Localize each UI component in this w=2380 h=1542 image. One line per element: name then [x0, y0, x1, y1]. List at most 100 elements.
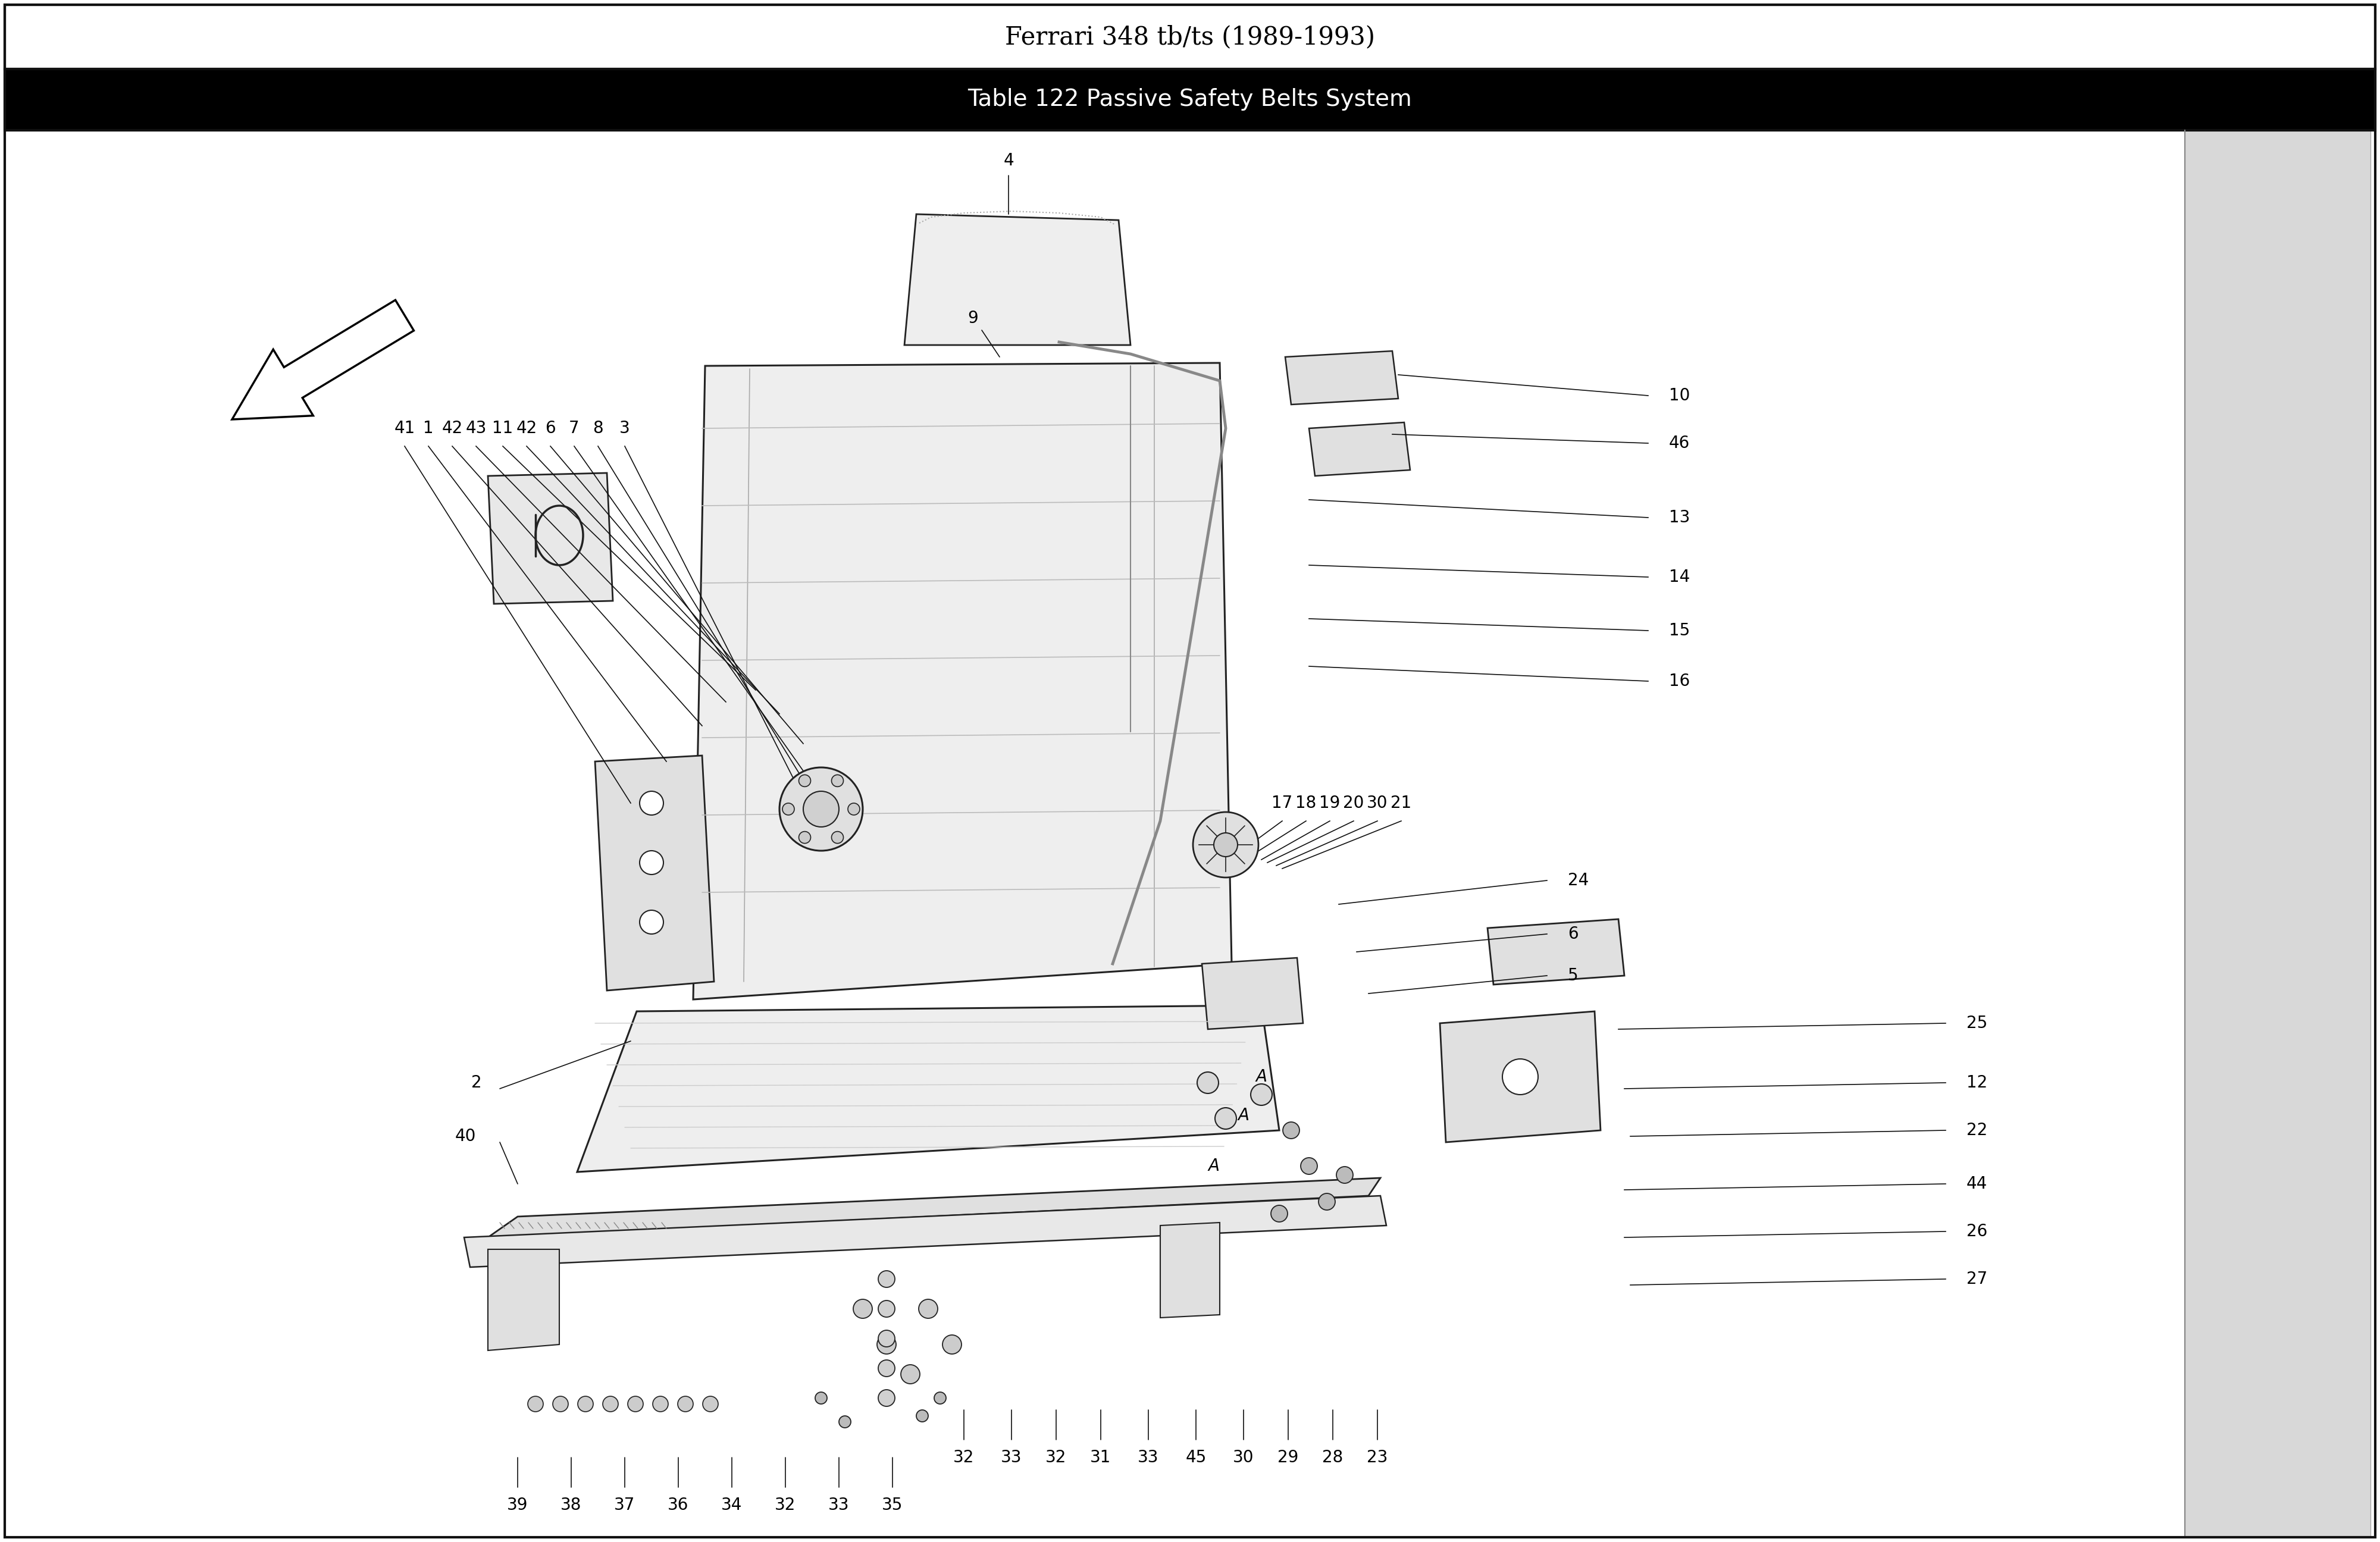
- Circle shape: [1283, 1123, 1299, 1138]
- Text: 2: 2: [471, 1075, 481, 1092]
- Circle shape: [878, 1389, 895, 1406]
- Text: A: A: [1238, 1107, 1250, 1124]
- Polygon shape: [576, 1005, 1280, 1172]
- Text: 32: 32: [776, 1497, 795, 1513]
- Circle shape: [838, 1416, 852, 1428]
- Text: 4: 4: [1004, 153, 1014, 170]
- Text: 34: 34: [721, 1497, 743, 1513]
- Circle shape: [1299, 1158, 1319, 1175]
- Circle shape: [1271, 1206, 1288, 1221]
- Text: 20: 20: [1342, 794, 1364, 811]
- Circle shape: [878, 1271, 895, 1288]
- Text: 15: 15: [1668, 623, 1690, 638]
- Bar: [2185, 130, 2370, 1537]
- Circle shape: [1252, 1084, 1271, 1106]
- Text: 19: 19: [1319, 794, 1340, 811]
- Circle shape: [783, 803, 795, 816]
- Text: 13: 13: [1668, 509, 1690, 526]
- Text: 27: 27: [1966, 1271, 1987, 1288]
- Bar: [5, 69, 2375, 130]
- Text: 33: 33: [828, 1497, 850, 1513]
- Circle shape: [640, 910, 664, 934]
- Text: 5: 5: [1568, 967, 1578, 984]
- FancyArrow shape: [233, 301, 414, 419]
- Circle shape: [702, 1396, 719, 1412]
- Text: 12: 12: [1966, 1075, 1987, 1092]
- Text: A: A: [1257, 1069, 1266, 1086]
- Text: 16: 16: [1668, 672, 1690, 689]
- Text: 35: 35: [883, 1497, 902, 1513]
- Text: 1: 1: [424, 419, 433, 436]
- Circle shape: [1192, 813, 1259, 877]
- Polygon shape: [904, 214, 1130, 345]
- Text: Table 122 Passive Safety Belts System: Table 122 Passive Safety Belts System: [969, 88, 1411, 111]
- Text: 36: 36: [669, 1497, 688, 1513]
- Text: 24: 24: [1568, 873, 1590, 888]
- Polygon shape: [488, 1249, 559, 1351]
- Text: 44: 44: [1966, 1175, 1987, 1192]
- Text: 3: 3: [619, 419, 631, 436]
- Circle shape: [1197, 1072, 1219, 1093]
- Circle shape: [528, 1396, 543, 1412]
- Circle shape: [852, 1300, 871, 1318]
- Circle shape: [1216, 1107, 1238, 1129]
- Circle shape: [781, 768, 862, 851]
- Polygon shape: [488, 473, 614, 604]
- Polygon shape: [693, 362, 1233, 999]
- Polygon shape: [488, 1178, 1380, 1237]
- Circle shape: [678, 1396, 693, 1412]
- Polygon shape: [1488, 919, 1623, 985]
- Circle shape: [831, 831, 843, 843]
- Text: 31: 31: [1090, 1449, 1111, 1466]
- Polygon shape: [1309, 423, 1409, 476]
- Text: 17: 17: [1271, 794, 1292, 811]
- Circle shape: [800, 831, 812, 843]
- Polygon shape: [595, 756, 714, 990]
- Text: Ferrari 348 tb/ts (1989-1993): Ferrari 348 tb/ts (1989-1993): [1004, 25, 1376, 49]
- Circle shape: [1319, 1194, 1335, 1210]
- Circle shape: [919, 1300, 938, 1318]
- Circle shape: [933, 1392, 947, 1403]
- Circle shape: [878, 1300, 895, 1317]
- Polygon shape: [1285, 352, 1399, 404]
- Circle shape: [1502, 1059, 1537, 1095]
- Text: 37: 37: [614, 1497, 635, 1513]
- Circle shape: [876, 1335, 895, 1354]
- Text: 32: 32: [954, 1449, 973, 1466]
- Text: 6: 6: [545, 419, 555, 436]
- Text: 40: 40: [455, 1127, 476, 1144]
- Text: 14: 14: [1668, 569, 1690, 586]
- Text: 42: 42: [516, 419, 538, 436]
- Circle shape: [900, 1365, 919, 1383]
- Text: 7: 7: [569, 419, 578, 436]
- Text: 38: 38: [562, 1497, 581, 1513]
- Text: 39: 39: [507, 1497, 528, 1513]
- Circle shape: [942, 1335, 962, 1354]
- Text: 45: 45: [1185, 1449, 1207, 1466]
- Polygon shape: [464, 1195, 1385, 1268]
- Text: 30: 30: [1366, 794, 1388, 811]
- Text: 18: 18: [1295, 794, 1316, 811]
- Bar: [5, 5, 2375, 69]
- Text: 43: 43: [466, 419, 486, 436]
- Text: 9: 9: [969, 310, 978, 327]
- Circle shape: [804, 791, 838, 827]
- Text: 41: 41: [395, 419, 414, 436]
- Circle shape: [628, 1396, 643, 1412]
- Text: 8: 8: [593, 419, 602, 436]
- Text: 32: 32: [1045, 1449, 1066, 1466]
- Circle shape: [640, 791, 664, 816]
- Text: 22: 22: [1966, 1123, 1987, 1138]
- Text: 26: 26: [1966, 1223, 1987, 1240]
- Circle shape: [1214, 833, 1238, 857]
- Circle shape: [652, 1396, 669, 1412]
- Text: 33: 33: [1138, 1449, 1159, 1466]
- Circle shape: [878, 1331, 895, 1346]
- Polygon shape: [1440, 1012, 1599, 1143]
- Circle shape: [1338, 1167, 1352, 1183]
- Circle shape: [552, 1396, 569, 1412]
- Text: 29: 29: [1278, 1449, 1299, 1466]
- Polygon shape: [1202, 958, 1304, 1029]
- Circle shape: [578, 1396, 593, 1412]
- Text: 46: 46: [1668, 435, 1690, 452]
